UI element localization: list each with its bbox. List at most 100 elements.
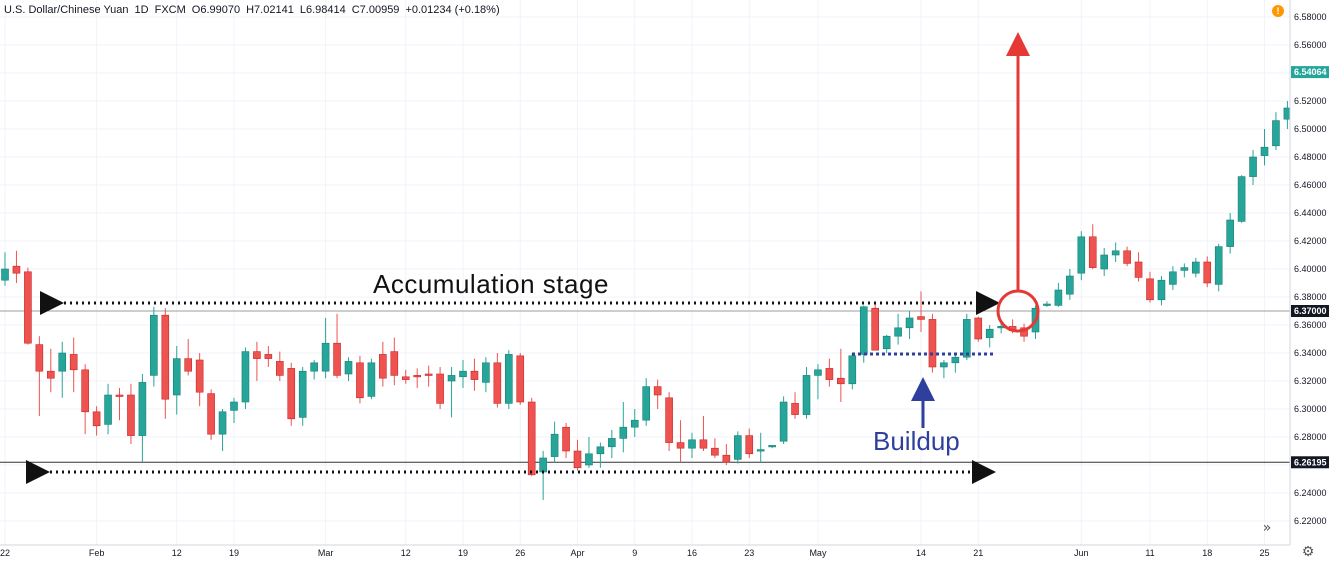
candle-body [1237, 176, 1246, 222]
price-tick-label: 6.40000 [1294, 264, 1327, 274]
candle-body [722, 454, 731, 463]
candle-body [962, 319, 971, 358]
candle-body [905, 317, 914, 329]
close-value: C7.00959 [351, 4, 400, 16]
candle-body [596, 446, 605, 455]
price-tick-label: 6.58000 [1294, 12, 1327, 22]
candle-body [562, 426, 570, 452]
price-tick-label: 6.52000 [1294, 96, 1327, 106]
time-tick-label: 9 [632, 548, 637, 558]
annotations: Accumulation stage Buildup [26, 32, 1040, 484]
price-tick-label: 6.34000 [1294, 348, 1327, 358]
candle-body [401, 376, 410, 380]
candle-body [882, 335, 891, 350]
candle-body [688, 439, 696, 449]
price-label-bg [1291, 456, 1329, 469]
candle-body [1146, 278, 1154, 301]
price-tick-label: 6.50000 [1294, 124, 1327, 134]
price-label-bg [1291, 66, 1329, 79]
candle-body [1260, 146, 1269, 156]
candle-body [1111, 250, 1120, 256]
candle-body [1100, 254, 1108, 270]
candle-body [951, 356, 960, 364]
candle-body [1054, 289, 1063, 306]
candle-body [115, 394, 124, 397]
candle-body [12, 265, 21, 274]
candle-body [1043, 303, 1051, 306]
time-tick-label: 21 [973, 548, 983, 558]
candle-body [917, 316, 925, 320]
candle-body [35, 344, 44, 372]
candle-body [275, 361, 284, 376]
candle-body [665, 397, 673, 443]
candle-body [1180, 267, 1189, 271]
time-tick-label: 19 [229, 548, 239, 558]
candle-body [172, 358, 181, 396]
candle-body [1088, 236, 1097, 268]
interval-label[interactable]: 1D [134, 4, 149, 16]
price-tick-label: 6.42000 [1294, 236, 1327, 246]
price-tick-label: 6.56000 [1294, 40, 1327, 50]
time-tick-label: 23 [744, 548, 754, 558]
time-tick-label: 26 [515, 548, 525, 558]
candle-body [218, 411, 227, 435]
candle-body [676, 442, 685, 449]
candle-body [436, 373, 444, 404]
candle-body [287, 368, 296, 420]
candle-body [379, 354, 387, 379]
candle-body [550, 433, 559, 457]
candle-body [791, 403, 799, 415]
price-tick-label: 6.38000 [1294, 292, 1327, 302]
time-tick-label: 14 [916, 548, 926, 558]
buildup-label: Buildup [873, 426, 960, 456]
candle-body [230, 401, 238, 411]
candle-body [424, 373, 433, 376]
price-label: 6.26195 [1294, 457, 1327, 467]
price-tick-label: 6.46000 [1294, 180, 1327, 190]
time-tick-label: 25 [1259, 548, 1269, 558]
candle-body [699, 439, 708, 449]
candle-body [195, 359, 204, 393]
candle-body [81, 369, 89, 413]
candle-body [69, 354, 78, 371]
scroll-to-end-icon[interactable]: » [1262, 520, 1272, 536]
time-tick-label: May [809, 548, 827, 558]
candle-body [241, 351, 250, 403]
time-tick-label: Mar [318, 548, 334, 558]
accumulation-label: Accumulation stage [373, 269, 609, 299]
candle-body [940, 362, 948, 368]
candle-body [1134, 261, 1143, 278]
price-label: 6.37000 [1294, 306, 1327, 316]
candle-body [1, 268, 9, 281]
candle-body [894, 327, 902, 337]
candle-body [58, 352, 67, 372]
candle-body [1272, 120, 1280, 147]
gear-icon[interactable]: ⚙ [1301, 544, 1315, 560]
candle-body [482, 362, 490, 383]
candle-body [1226, 219, 1234, 247]
candle-body [253, 351, 261, 359]
candle-body [470, 370, 479, 380]
candle-body [733, 435, 742, 460]
candle-body [298, 370, 307, 418]
candle-body [516, 355, 525, 403]
change-value: +0.01234 (+0.18%) [405, 4, 500, 16]
candle-body [642, 386, 651, 421]
candle-body [653, 386, 662, 396]
info-icon[interactable]: ! [1272, 5, 1284, 17]
candle-body [447, 375, 456, 382]
symbol-header: U.S. Dollar/Chinese Yuan 1D FXCM O6.99070 H7… [4, 4, 506, 16]
candle-body [161, 314, 170, 400]
time-tick-label: 18 [1202, 548, 1212, 558]
candle-body [321, 342, 330, 372]
candle-body [745, 435, 754, 455]
symbol-name[interactable]: U.S. Dollar/Chinese Yuan [4, 4, 129, 16]
time-axis-bg [0, 545, 1290, 562]
candle-body [573, 450, 582, 469]
candle-body [413, 375, 422, 378]
candle-body [1123, 250, 1131, 264]
candle-body [1192, 261, 1200, 274]
time-tick-label: 11 [1145, 548, 1154, 558]
